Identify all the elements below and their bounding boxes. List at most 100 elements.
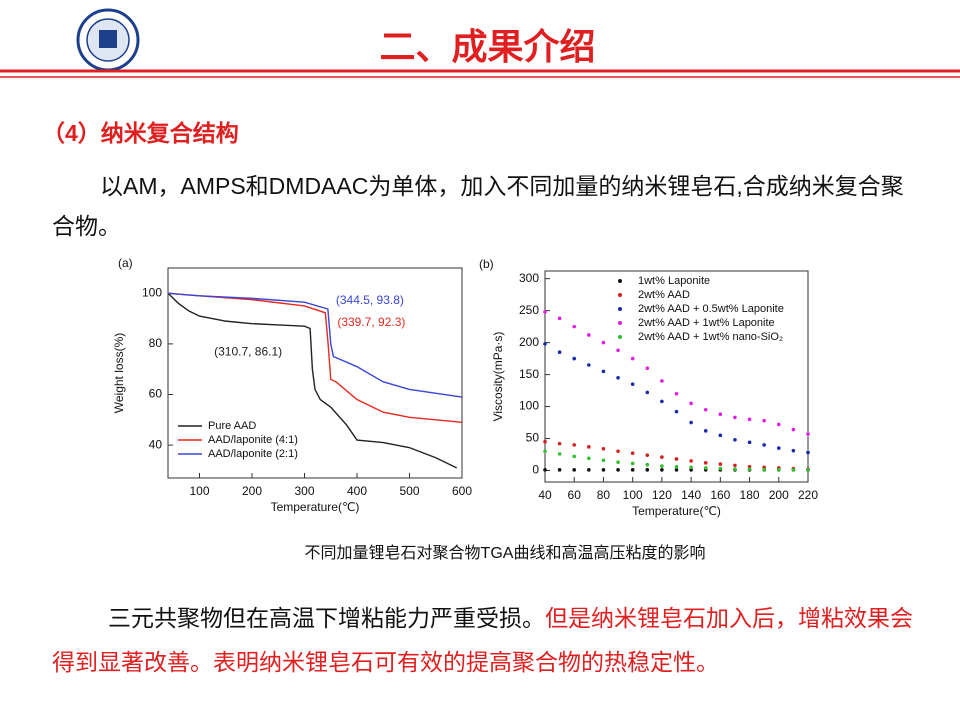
data-point (674, 468, 679, 472)
x-tick-label: 600 (452, 484, 472, 498)
data-point (747, 464, 752, 469)
data-point (587, 333, 591, 337)
data-point (674, 457, 679, 461)
data-point (703, 429, 708, 433)
chart: 100 200 300 400 500 600 40 60 80 100 Temperature(℃… (112, 256, 472, 514)
data-point (747, 467, 752, 472)
data-point (689, 401, 693, 406)
plot-frame (167, 267, 463, 479)
x-tick-label: 140 (681, 488, 701, 502)
data-point (543, 439, 547, 444)
data-point (601, 369, 606, 374)
data-point (572, 454, 577, 459)
x-tick-label: 60 (568, 488, 582, 502)
legend-swatch (618, 293, 622, 297)
data-point (791, 468, 796, 472)
x-tick-label: 200 (242, 484, 262, 498)
data-point (616, 468, 620, 472)
data-point (601, 458, 606, 463)
legend-swatch (618, 279, 622, 283)
data-point (703, 466, 708, 470)
chart: 40 60 80 100 120 140 160 180 200 220 0 50 100 150 200 2… (479, 257, 818, 518)
legend-swatch (618, 335, 622, 339)
y-tick-label: 50 (526, 431, 540, 445)
data-point (630, 356, 635, 361)
data-point (557, 441, 562, 446)
data-point (572, 443, 577, 447)
data-point (587, 456, 591, 461)
intro-text: 以AM，AMPS和DMDAAC为单体，加入不同加量的纳米锂皂石,合成纳米复合聚合… (52, 173, 904, 239)
data-point (776, 446, 781, 450)
data-point (601, 446, 606, 451)
conclusion: 三元共聚物但在高温下增粘能力严重受损。但是纳米锂皂石加入后，增粘效果会得到显著改… (52, 596, 922, 684)
legend-label: 2wt% AAD (638, 289, 690, 301)
data-point (601, 468, 606, 472)
y-tick-label: 100 (142, 285, 162, 299)
legend-label: Pure AAD (208, 420, 256, 432)
data-point (557, 316, 562, 321)
y-tick-label: 60 (149, 387, 163, 401)
y-tick-label: 100 (519, 399, 539, 413)
legend-label: 2wt% AAD + 0.5wt% Laponite (638, 303, 784, 315)
data-point (645, 468, 650, 472)
x-axis-label: Temperature(℃) (271, 500, 360, 514)
figure-caption: 不同加量锂皂石对聚合物TGA曲线和高温高压粘度的影响 (304, 545, 706, 562)
plot-frame (544, 270, 809, 483)
legend-swatch (618, 321, 622, 325)
y-tick-label: 0 (532, 463, 539, 477)
data-point (660, 399, 664, 404)
panel-label: (b) (479, 257, 494, 271)
data-point (630, 461, 635, 466)
x-tick-label: 180 (740, 488, 760, 502)
data-point (703, 407, 708, 412)
x-tick-label: 40 (538, 488, 552, 502)
annotation: (310.7, 86.1) (214, 345, 282, 359)
x-tick-label: 100 (189, 484, 209, 498)
data-point (557, 468, 562, 472)
data-point (703, 461, 708, 465)
data-point (689, 468, 693, 472)
data-point (557, 452, 562, 456)
data-point (660, 468, 664, 472)
data-point (674, 464, 679, 469)
data-point (689, 465, 693, 470)
data-point (660, 379, 664, 383)
legend-label: 2wt% AAD + 1wt% Laponite (638, 317, 775, 329)
data-point (587, 363, 591, 367)
data-point (733, 415, 737, 420)
legend-label: AAD/laponite (4:1) (208, 434, 298, 446)
legend-swatch (618, 307, 622, 311)
data-point (776, 422, 781, 427)
x-tick-label: 400 (347, 484, 367, 498)
data-point (762, 468, 766, 472)
data-point (689, 459, 693, 463)
data-point (733, 467, 737, 472)
data-point (572, 468, 577, 472)
data-point (616, 375, 620, 380)
data-point (587, 468, 591, 472)
conclusion-plain: 三元共聚物但在高温下增粘能力严重受损。 (108, 605, 545, 631)
data-point (806, 432, 810, 436)
data-point (557, 350, 562, 355)
data-point (762, 443, 766, 447)
data-point (674, 391, 679, 396)
data-point (630, 468, 635, 472)
data-line (167, 292, 463, 398)
data-point (572, 324, 577, 329)
annotation: (339.7, 92.3) (337, 315, 405, 329)
x-tick-label: 220 (798, 488, 818, 502)
legend-label: 2wt% AAD + 1wt% nano-SiO₂ (638, 331, 783, 343)
data-point (762, 418, 766, 423)
data-point (806, 450, 810, 455)
slide-title: 二、成果介绍 (379, 26, 596, 67)
section-heading: （4）纳米复合结构 (42, 120, 239, 146)
data-point (601, 340, 606, 345)
y-tick-label: 40 (149, 437, 163, 451)
data-point (587, 445, 591, 449)
data-point (543, 310, 547, 314)
data-point (543, 342, 547, 346)
data-point (645, 390, 650, 395)
y-axis-label: Viscosity(mPa·s) (491, 332, 505, 422)
